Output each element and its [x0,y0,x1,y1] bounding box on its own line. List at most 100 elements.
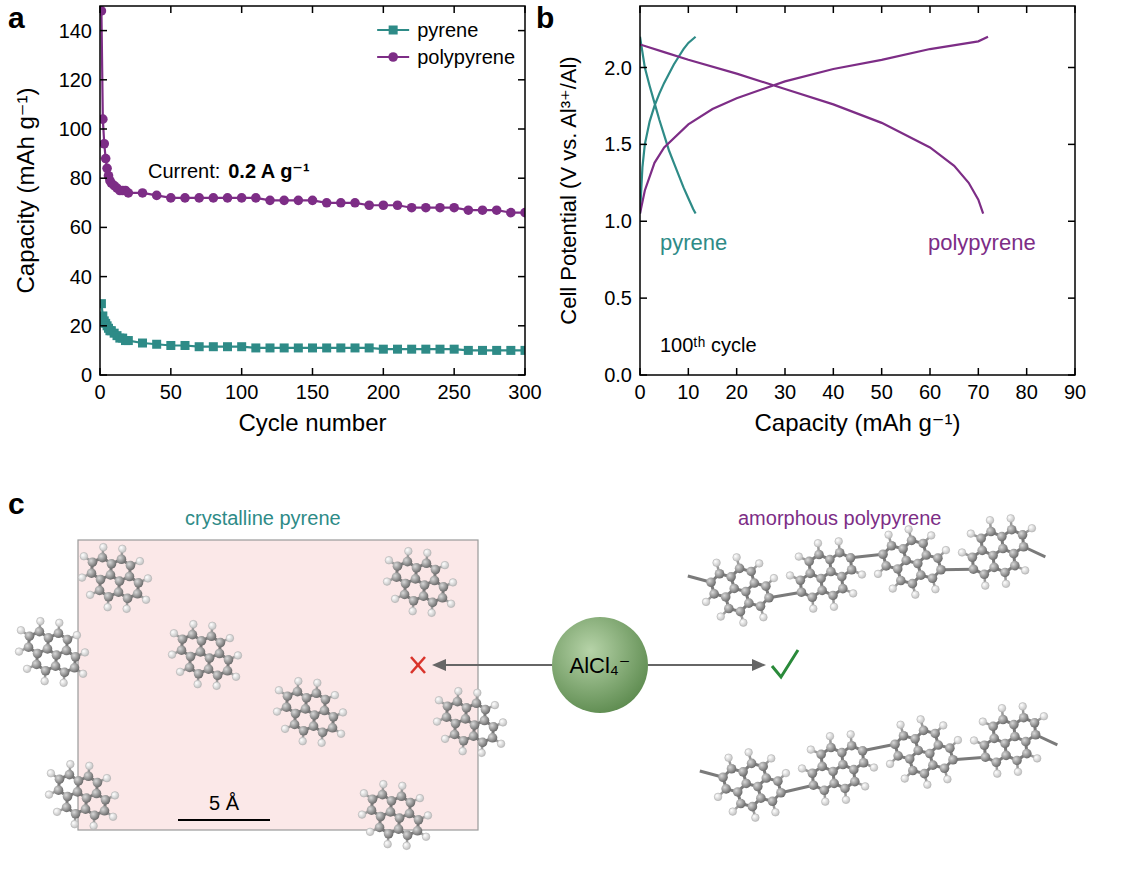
x-tick-top [833,6,835,13]
hydrogen-atom [366,828,374,836]
carbon-atom [62,646,72,656]
carbon-atom [761,773,771,783]
carbon-atom [1000,739,1010,749]
carbon-atom [736,799,746,809]
y-tick-right [518,79,525,81]
carbon-atom [283,691,293,701]
hydrogen-atom [399,782,407,790]
data-marker [138,339,147,348]
carbon-atom [197,636,207,646]
hydrogen-atom [73,631,81,639]
carbon-atom [489,722,499,732]
hydrogen-atom [755,560,763,568]
x-tick [1074,368,1076,375]
molecule [798,731,878,806]
hydrogen-atom [234,652,242,660]
hydrogen-atom [360,789,368,797]
carbon-atom [908,766,918,776]
x-tick-label: 50 [871,381,893,403]
carbon-atom [403,557,413,567]
molecule [78,543,152,612]
y-tick [640,67,647,69]
data-marker [450,345,459,354]
hydrogen-atom [339,709,347,717]
hydrogen-atom [90,822,98,830]
y-tick [640,144,647,146]
annotation-emphasis: 0.2 A g⁻¹ [228,160,310,182]
data-marker [251,343,260,352]
carbon-atom [63,792,73,802]
hydrogen-atom [932,585,940,593]
carbon-atom [816,750,826,760]
carbon-atom [747,759,757,769]
y-axis-title: Capacity (mAh g⁻¹) [12,87,39,293]
data-marker [492,205,502,215]
carbon-atom [849,765,859,775]
carbon-atom [764,593,774,603]
carbon-atom [406,798,416,808]
carbon-atom [835,548,845,558]
carbon-atom [804,557,814,567]
carbon-atom [177,645,187,655]
y-tick [100,325,107,327]
hydrogen-atom [702,598,710,606]
x-tick-top [736,6,738,13]
molecule [702,554,777,627]
data-marker [435,203,445,213]
hydrogen-atom [103,774,111,782]
hydrogen-atom [740,619,748,627]
y-tick [640,374,647,376]
series-line [101,11,525,213]
x-tick [99,368,101,375]
hydrogen-atom [194,680,202,688]
hydrogen-atom [1014,768,1022,776]
carbon-atom [817,762,827,772]
carbon-atom [488,733,498,743]
carbon-atom [825,555,835,565]
data-marker [166,193,176,203]
x-tick-label: 150 [296,381,329,403]
series-label: pyrene [660,230,727,255]
carbon-atom [400,590,410,600]
carbon-atom [715,569,725,579]
carbon-atom [898,544,908,554]
carbon-atom [309,721,319,731]
legend-marker [389,26,398,35]
data-marker [152,191,162,201]
carbon-atom [718,772,728,782]
x-tick-top [99,6,101,13]
hydrogen-atom [954,736,962,744]
molecule [45,760,119,829]
x-tick [170,368,172,375]
carbon-atom [394,824,404,834]
carbon-atom [185,663,195,673]
hydrogen-atom [798,765,806,773]
carbon-atom [1010,732,1020,742]
carbon-atom [846,553,856,563]
diagram-label: amorphous polypyrene [738,507,941,529]
molecule [970,703,1047,778]
hydrogen-atom [478,749,486,757]
ion-sphere [552,617,648,713]
carbon-atom [920,769,930,779]
carbon-atom [405,809,415,819]
annotation: 100ᵗʰ cycle [660,334,757,356]
cross-icon [411,657,425,673]
hydrogen-atom [123,605,131,613]
hydrogen-atom [422,833,430,841]
x-tick-top [688,6,690,13]
molecule [874,526,949,599]
carbon-atom [115,576,125,586]
hydrogen-atom [835,538,843,546]
hydrogen-atom [405,547,413,555]
carbon-atom [840,784,850,794]
carbon-atom [890,739,900,749]
carbon-atom [178,634,188,644]
y-tick-label: 60 [70,216,92,238]
carbon-atom [768,796,778,806]
carbon-atom [125,572,135,582]
carbon-atom [968,552,978,562]
data-marker [100,114,108,124]
carbon-atom [989,563,999,573]
carbon-atom [453,697,463,707]
